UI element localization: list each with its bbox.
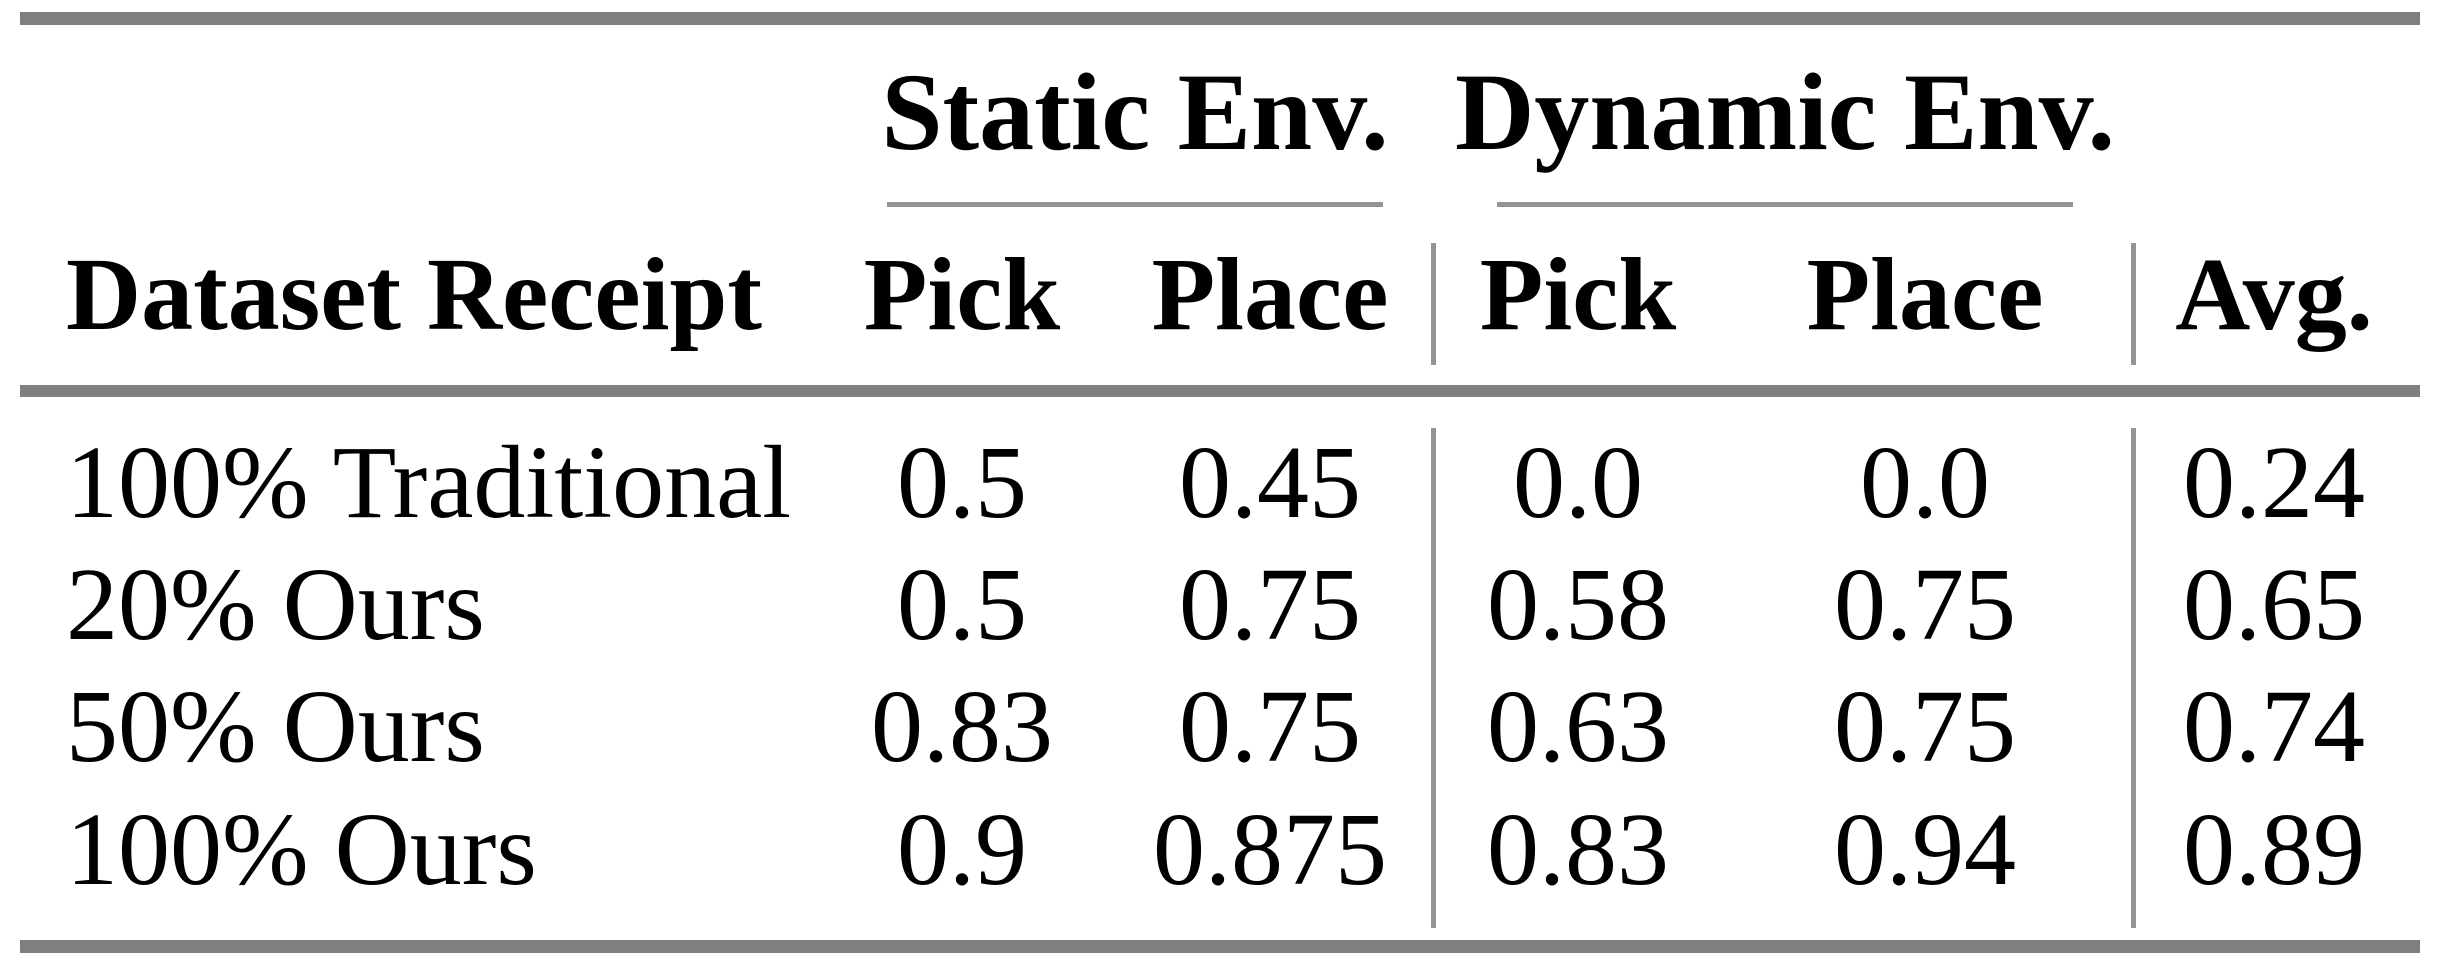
table-cell: 0.75 bbox=[1179, 547, 1361, 662]
column-header-dataset-receipt: Dataset Receipt bbox=[66, 237, 762, 352]
row-label: 100% Ours bbox=[66, 792, 537, 907]
table-cell: 0.83 bbox=[871, 669, 1053, 784]
table-cell: 0.5 bbox=[897, 425, 1027, 540]
table-cell: 0.65 bbox=[2183, 547, 2365, 662]
column-separator-dynamic-avg bbox=[2131, 428, 2136, 928]
column-header-avg: Avg. bbox=[2175, 237, 2373, 352]
table-mid-rule bbox=[20, 385, 2420, 397]
group-header-dynamic-env: Dynamic Env. bbox=[1454, 51, 2116, 173]
group-header-static-env: Static Env. bbox=[881, 51, 1389, 173]
table-cell: 0.5 bbox=[897, 547, 1027, 662]
column-header-place-dynamic: Place bbox=[1806, 237, 2044, 352]
table-cell: 0.94 bbox=[1834, 792, 2016, 907]
column-separator-static-dynamic bbox=[1431, 243, 1436, 365]
table-cell: 0.875 bbox=[1153, 792, 1387, 907]
table-cell: 0.75 bbox=[1179, 669, 1361, 784]
table-cell: 0.0 bbox=[1513, 425, 1643, 540]
table-cell: 0.75 bbox=[1834, 669, 2016, 784]
row-label: 100% Traditional bbox=[66, 425, 792, 540]
dynamic-env-cmidrule bbox=[1497, 202, 2073, 207]
row-label: 20% Ours bbox=[66, 547, 485, 662]
table-cell: 0.89 bbox=[2183, 792, 2365, 907]
table-cell: 0.58 bbox=[1487, 547, 1669, 662]
table-cell: 0.45 bbox=[1179, 425, 1361, 540]
column-separator-static-dynamic bbox=[1431, 428, 1436, 928]
table-cell: 0.75 bbox=[1834, 547, 2016, 662]
column-separator-dynamic-avg bbox=[2131, 243, 2136, 365]
column-header-pick-static: Pick bbox=[863, 237, 1061, 352]
column-header-pick-dynamic: Pick bbox=[1479, 237, 1677, 352]
table-cell: 0.9 bbox=[897, 792, 1027, 907]
table-cell: 0.63 bbox=[1487, 669, 1669, 784]
table-bottom-rule bbox=[20, 940, 2420, 953]
static-env-cmidrule bbox=[887, 202, 1383, 207]
column-header-place-static: Place bbox=[1151, 237, 1389, 352]
table-top-rule bbox=[20, 12, 2420, 25]
table-cell: 0.83 bbox=[1487, 792, 1669, 907]
table-cell: 0.74 bbox=[2183, 669, 2365, 784]
row-label: 50% Ours bbox=[66, 669, 485, 784]
table-cell: 0.0 bbox=[1860, 425, 1990, 540]
table-cell: 0.24 bbox=[2183, 425, 2365, 540]
